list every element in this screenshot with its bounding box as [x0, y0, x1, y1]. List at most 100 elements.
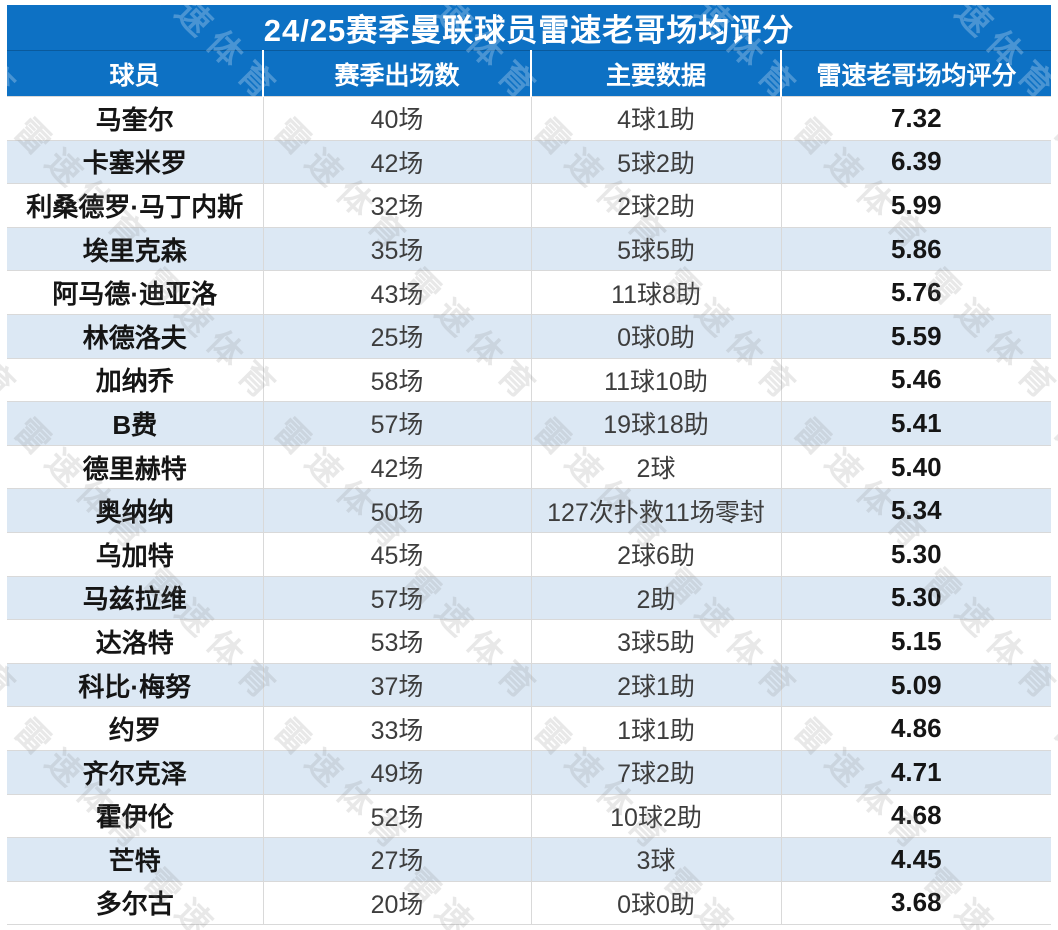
table-row: 芒特 27场 3球 4.45	[7, 837, 1052, 882]
rating-cell: 6.39	[780, 139, 1052, 184]
player-name-cell: 霍伊伦	[7, 793, 263, 838]
stats-cell: 2球	[530, 444, 781, 489]
table-row: 加纳乔 58场 11球10助 5.46	[7, 357, 1052, 402]
rating-cell: 5.34	[780, 488, 1052, 533]
table-row: 奥纳纳 50场 127次扑救11场零封 5.34	[7, 488, 1052, 533]
title-row: 24/25赛季曼联球员雷速老哥场均评分	[7, 5, 1052, 51]
stats-cell: 11球8助	[530, 270, 781, 315]
rating-cell: 7.32	[780, 96, 1052, 141]
appearances-cell: 40场	[262, 96, 531, 141]
appearances-cell: 49场	[262, 749, 531, 794]
rating-cell: 4.71	[780, 749, 1052, 794]
stats-cell: 2球6助	[530, 531, 781, 577]
rating-cell: 5.40	[780, 444, 1052, 489]
rating-table: 24/25赛季曼联球员雷速老哥场均评分 球员 赛季出场数 主要数据 雷速老哥场均…	[7, 5, 1052, 926]
rating-cell: 5.09	[780, 662, 1052, 707]
rating-cell: 3.68	[780, 880, 1052, 926]
stats-cell: 10球2助	[530, 793, 781, 838]
player-name-cell: 马兹拉维	[7, 575, 263, 620]
table-row: 约罗 33场 1球1助 4.86	[7, 706, 1052, 751]
stats-cell: 5球2助	[530, 139, 781, 184]
stats-cell: 19球18助	[530, 401, 781, 446]
appearances-cell: 43场	[262, 270, 531, 315]
appearances-cell: 52场	[262, 793, 531, 838]
table-row: 卡塞米罗 42场 5球2助 6.39	[7, 139, 1052, 184]
stats-cell: 7球2助	[530, 749, 781, 794]
appearances-cell: 42场	[262, 444, 531, 489]
rating-cell: 5.76	[780, 270, 1052, 315]
column-header-rating: 雷速老哥场均评分	[779, 50, 1052, 97]
table-row: 德里赫特 42场 2球 5.40	[7, 444, 1052, 489]
appearances-cell: 32场	[262, 183, 531, 228]
stats-cell: 11球10助	[530, 357, 781, 402]
player-name-cell: 林德洛夫	[7, 313, 263, 359]
appearances-cell: 53场	[262, 619, 531, 664]
column-header-player: 球员	[7, 50, 263, 97]
rating-cell: 5.30	[780, 531, 1052, 577]
column-header-stats: 主要数据	[530, 50, 781, 97]
table-row: 齐尔克泽 49场 7球2助 4.71	[7, 749, 1052, 794]
player-name-cell: 齐尔克泽	[7, 749, 263, 794]
player-name-cell: 马奎尔	[7, 96, 263, 141]
table-row: 阿马德·迪亚洛 43场 11球8助 5.76	[7, 270, 1052, 315]
player-name-cell: 乌加特	[7, 531, 263, 577]
appearances-cell: 33场	[262, 706, 531, 751]
rating-cell: 5.86	[780, 226, 1052, 271]
player-name-cell: 加纳乔	[7, 357, 263, 402]
stats-cell: 0球0助	[530, 313, 781, 359]
appearances-cell: 27场	[262, 837, 531, 882]
stats-cell: 127次扑救11场零封	[530, 488, 781, 533]
appearances-cell: 57场	[262, 575, 531, 620]
player-name-cell: B费	[7, 401, 263, 446]
table-row: 多尔古 20场 0球0助 3.68	[7, 880, 1052, 926]
table-row: 乌加特 45场 2球6助 5.30	[7, 531, 1052, 577]
appearances-cell: 37场	[262, 662, 531, 707]
appearances-cell: 50场	[262, 488, 531, 533]
player-name-cell: 卡塞米罗	[7, 139, 263, 184]
table-row: 科比·梅努 37场 2球1助 5.09	[7, 662, 1052, 707]
player-name-cell: 约罗	[7, 706, 263, 751]
table-row: 达洛特 53场 3球5助 5.15	[7, 619, 1052, 664]
player-name-cell: 德里赫特	[7, 444, 263, 489]
player-name-cell: 奥纳纳	[7, 488, 263, 533]
column-header-row: 球员 赛季出场数 主要数据 雷速老哥场均评分	[7, 50, 1052, 97]
stats-cell: 2球1助	[530, 662, 781, 707]
appearances-cell: 35场	[262, 226, 531, 271]
table-row: B费 57场 19球18助 5.41	[7, 401, 1052, 446]
rating-cell: 5.30	[780, 575, 1052, 620]
rating-cell: 4.86	[780, 706, 1052, 751]
table-row: 埃里克森 35场 5球5助 5.86	[7, 226, 1052, 271]
rating-cell: 5.15	[780, 619, 1052, 664]
rating-cell: 5.41	[780, 401, 1052, 446]
page-title: 24/25赛季曼联球员雷速老哥场均评分	[7, 5, 1052, 51]
appearances-cell: 25场	[262, 313, 531, 359]
appearances-cell: 58场	[262, 357, 531, 402]
player-name-cell: 利桑德罗·马丁内斯	[7, 183, 263, 228]
player-name-cell: 芒特	[7, 837, 263, 882]
stats-cell: 2球2助	[530, 183, 781, 228]
player-name-cell: 埃里克森	[7, 226, 263, 271]
stats-cell: 0球0助	[530, 880, 781, 926]
stats-cell: 4球1助	[530, 96, 781, 141]
table-row: 马兹拉维 57场 2助 5.30	[7, 575, 1052, 620]
rating-cell: 5.59	[780, 313, 1052, 359]
stats-cell: 2助	[530, 575, 781, 620]
player-name-cell: 达洛特	[7, 619, 263, 664]
rating-cell: 4.45	[780, 837, 1052, 882]
appearances-cell: 45场	[262, 531, 531, 577]
table-row: 林德洛夫 25场 0球0助 5.59	[7, 313, 1052, 359]
appearances-cell: 20场	[262, 880, 531, 926]
rating-cell: 5.46	[780, 357, 1052, 402]
player-name-cell: 多尔古	[7, 880, 263, 926]
rating-cell: 4.68	[780, 793, 1052, 838]
stats-cell: 3球5助	[530, 619, 781, 664]
table-body: 马奎尔 40场 4球1助 7.32 卡塞米罗 42场 5球2助 6.39 利桑德罗·马丁内斯 32…	[7, 96, 1052, 926]
table-row: 霍伊伦 52场 10球2助 4.68	[7, 793, 1052, 838]
stats-cell: 1球1助	[530, 706, 781, 751]
rating-cell: 5.99	[780, 183, 1052, 228]
player-name-cell: 科比·梅努	[7, 662, 263, 707]
appearances-cell: 42场	[262, 139, 531, 184]
table-row: 马奎尔 40场 4球1助 7.32	[7, 96, 1052, 141]
player-name-cell: 阿马德·迪亚洛	[7, 270, 263, 315]
